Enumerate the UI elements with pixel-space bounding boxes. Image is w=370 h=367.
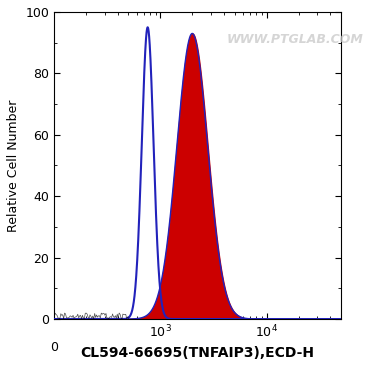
Text: WWW.PTGLAB.COM: WWW.PTGLAB.COM (226, 33, 363, 46)
X-axis label: CL594-66695(TNFAIP3),ECD-H: CL594-66695(TNFAIP3),ECD-H (81, 346, 314, 360)
Y-axis label: Relative Cell Number: Relative Cell Number (7, 99, 20, 232)
Text: 0: 0 (50, 341, 58, 353)
